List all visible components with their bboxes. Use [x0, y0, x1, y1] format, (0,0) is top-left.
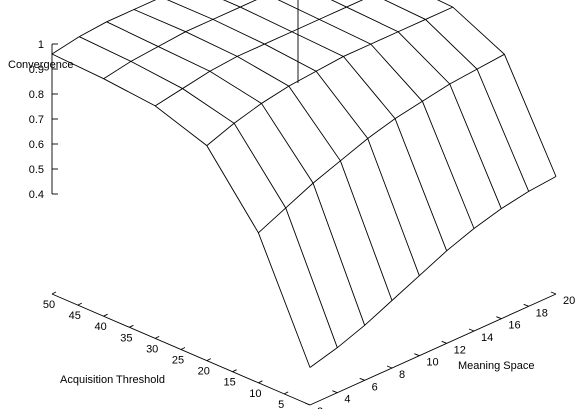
x-tick — [180, 347, 186, 350]
axes-group — [51, 0, 557, 406]
surface-line-meaning — [436, 0, 557, 177]
x-tick — [129, 324, 134, 328]
z-tick-label: 0.5 — [29, 164, 44, 176]
x-tick-label: 5 — [278, 399, 284, 409]
y-tick-label: 16 — [508, 320, 520, 332]
y-tick-label: 12 — [454, 344, 466, 356]
x-tick — [103, 313, 108, 317]
x-tick-label: 45 — [69, 310, 81, 322]
surface-line-acq — [51, 0, 157, 55]
z-tick-label: 0.8 — [29, 89, 44, 101]
surface-line-meaning — [51, 53, 311, 368]
x-tick — [258, 380, 263, 384]
y-tick-label: 20 — [563, 295, 575, 307]
x-tick — [77, 302, 83, 306]
surface-line-acq — [309, 176, 557, 368]
surface-line-meaning — [277, 0, 475, 229]
surface-line-acq — [154, 0, 364, 107]
x-tick-label: 15 — [223, 377, 235, 389]
x-tick — [283, 391, 289, 395]
x-tick — [154, 335, 160, 339]
y-tick-label: 14 — [481, 332, 493, 344]
y-tick-label: 6 — [372, 381, 378, 393]
y-tick-label: 18 — [536, 307, 548, 319]
surface-line-acq — [103, 0, 257, 80]
x-tick-label: 50 — [43, 299, 55, 311]
y-tick — [523, 303, 529, 307]
y-tick — [496, 316, 502, 320]
surface-line-meaning — [106, 21, 366, 326]
x-tick-label: 20 — [198, 366, 210, 378]
x-tick — [51, 291, 57, 295]
z-tick-label: 0.6 — [29, 139, 44, 151]
z-tick-label: 0.9 — [29, 64, 44, 76]
y-tick — [304, 402, 311, 406]
y-tick — [414, 353, 420, 357]
y-tick — [386, 365, 393, 369]
y-tick — [550, 291, 557, 295]
x-tick-label: 30 — [146, 343, 158, 355]
surface-line-meaning — [383, 0, 530, 192]
y-tick-label: 4 — [344, 394, 350, 406]
x-tick-label: 25 — [172, 355, 184, 367]
surface-mesh — [51, 0, 557, 368]
x-tick — [206, 358, 212, 362]
y-tick-label: 8 — [399, 369, 405, 381]
y-axis-label: Meaning Space — [458, 360, 534, 372]
x-tick — [232, 369, 237, 373]
z-tick-label: 1 — [38, 39, 44, 51]
z-axis-label: Convergence — [8, 59, 73, 71]
tick-labels: 0.40.50.60.70.80.91510152025303540455024… — [29, 39, 575, 409]
surface-line-meaning — [166, 0, 420, 276]
surface-line-meaning — [330, 0, 502, 209]
y-tick — [359, 377, 365, 381]
surface-line-meaning — [133, 9, 393, 301]
y-tick-label: 2 — [317, 406, 323, 409]
surface-line-acq — [206, 6, 453, 146]
x-tick-label: 40 — [94, 321, 106, 333]
y-tick — [441, 340, 447, 344]
y-tick — [332, 390, 338, 394]
z-tick-label: 0.7 — [29, 114, 44, 126]
x-tick-label: 10 — [249, 388, 261, 400]
z-tick-label: 0.4 — [29, 189, 44, 201]
y-tick — [468, 328, 475, 332]
x-tick-label: 35 — [120, 332, 132, 344]
y-tick-label: 10 — [426, 357, 438, 369]
x-axis-label: Acquisition Threshold — [60, 374, 165, 386]
surface-line-meaning — [79, 36, 338, 348]
surface-line-acq — [258, 53, 505, 234]
y-axis-line — [309, 293, 557, 406]
surface-line-meaning — [222, 0, 448, 251]
